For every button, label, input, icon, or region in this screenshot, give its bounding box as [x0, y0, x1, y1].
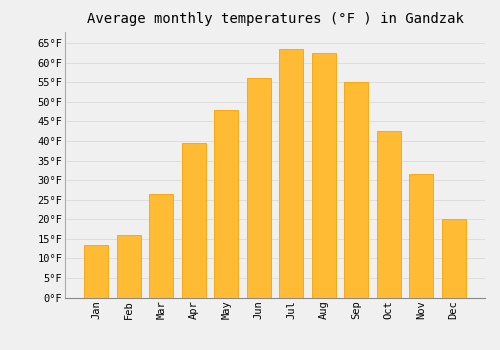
Title: Average monthly temperatures (°F ) in Gandzak: Average monthly temperatures (°F ) in Ga…: [86, 12, 464, 26]
Bar: [149, 194, 174, 298]
Bar: [214, 110, 238, 298]
Bar: [84, 245, 108, 298]
Bar: [376, 131, 401, 298]
Bar: [182, 143, 206, 298]
Bar: [116, 235, 141, 298]
Bar: [312, 53, 336, 298]
Bar: [279, 49, 303, 298]
Bar: [442, 219, 466, 298]
Bar: [246, 78, 271, 298]
Bar: [409, 174, 434, 298]
Bar: [344, 82, 368, 298]
